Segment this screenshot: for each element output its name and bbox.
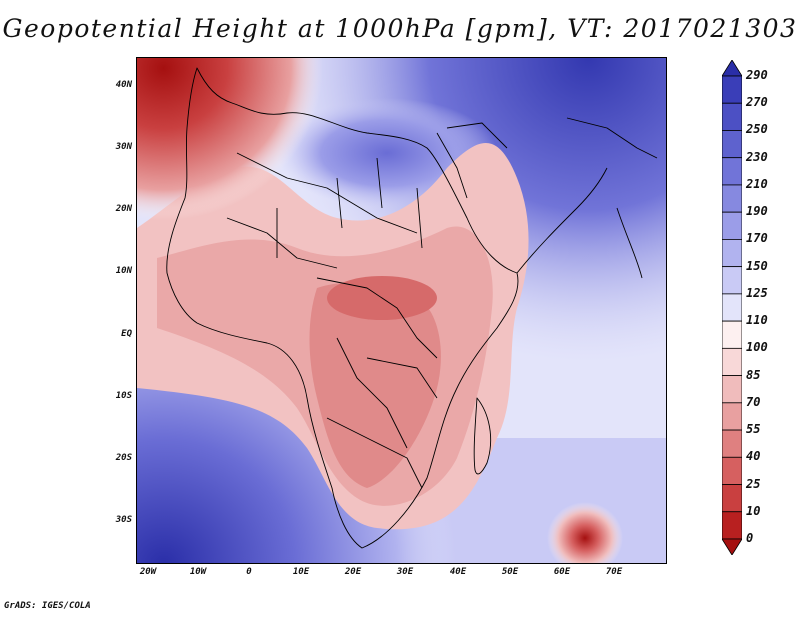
colorbar-label: 150	[746, 258, 768, 273]
colorbar-label: 0	[746, 531, 754, 545]
colorbar-label: 10	[746, 503, 761, 518]
colorbar-label: 25	[746, 476, 761, 491]
colorbar-label: 270	[746, 95, 768, 110]
colorbar-segment	[722, 402, 742, 431]
colorbar-segment	[722, 429, 742, 458]
colorbar-segment	[722, 130, 742, 159]
lat-tick-eq: EQ	[121, 329, 132, 339]
lat-tick-20n: 20N	[115, 204, 132, 214]
lat-tick-10n: 10N	[115, 266, 132, 276]
colorbar-segment	[722, 347, 742, 376]
colorbar-segment	[722, 102, 742, 131]
colorbar-label: 55	[746, 422, 761, 437]
colorbar-segment	[722, 293, 742, 322]
lat-tick-20s: 20S	[115, 453, 132, 463]
lon-tick-10e: 10E	[292, 567, 310, 577]
colorbar-label: 250	[746, 122, 768, 137]
colorbar-cap-bottom	[722, 538, 742, 555]
colorbar-segment	[722, 511, 742, 540]
colorbar-segment	[722, 239, 742, 268]
lon-tick-70e: 70E	[605, 567, 623, 577]
lon-tick-30e: 30E	[396, 567, 414, 577]
colorbar-label: 290	[746, 68, 768, 82]
lat-tick-30s: 30S	[115, 515, 132, 525]
colorbar-segment	[722, 184, 742, 213]
colorbar-label: 100	[746, 340, 768, 355]
contour-map	[137, 58, 666, 563]
colorbar-segment	[722, 266, 742, 295]
lon-tick-60e: 60E	[553, 567, 571, 577]
colorbar-segment	[722, 75, 742, 104]
lon-tick-10w: 10W	[189, 567, 207, 577]
colorbar	[722, 60, 742, 555]
colorbar-segment	[722, 211, 742, 240]
colorbar-segment	[722, 320, 742, 349]
colorbar-label: 210	[746, 176, 768, 191]
lon-tick-50e: 50E	[501, 567, 519, 577]
colorbar-segment	[722, 157, 742, 186]
colorbar-label: 125	[746, 285, 768, 300]
map-panel[interactable]	[136, 57, 667, 564]
colorbar-label: 190	[746, 204, 768, 219]
colorbar-label: 230	[746, 149, 768, 164]
colorbar-label: 70	[746, 394, 761, 409]
colorbar-cap-top	[722, 60, 742, 77]
colorbar-label: 40	[746, 449, 761, 464]
lon-tick-20e: 20E	[344, 567, 362, 577]
colorbar-label: 85	[746, 367, 761, 382]
colorbar-label: 110	[746, 313, 768, 328]
colorbar-segment	[722, 456, 742, 485]
lat-tick-10s: 10S	[115, 391, 132, 401]
lat-tick-40n: 40N	[115, 80, 132, 90]
lon-tick-0: 0	[246, 567, 252, 577]
lon-tick-40e: 40E	[449, 567, 467, 577]
credit-text: GrADS: IGES/COLA	[4, 601, 91, 611]
lon-tick-20w: 20W	[139, 567, 157, 577]
chart-title: Geopotential Height at 1000hPa [gpm], VT…	[2, 14, 798, 43]
colorbar-label: 170	[746, 231, 768, 246]
colorbar-segment	[722, 375, 742, 404]
lat-tick-30n: 30N	[115, 142, 132, 152]
colorbar-segment	[722, 484, 742, 513]
